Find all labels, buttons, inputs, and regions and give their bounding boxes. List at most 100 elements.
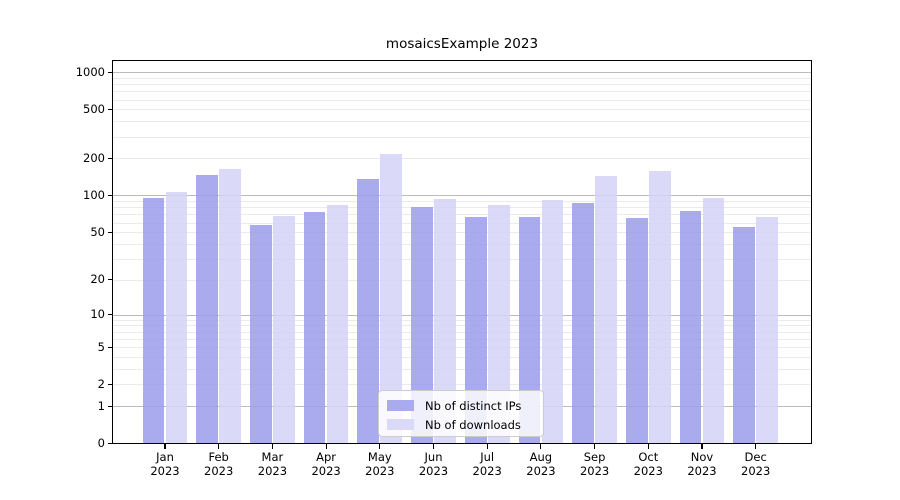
bar-distinct-ips-nov xyxy=(679,211,702,443)
gridline-minor xyxy=(113,347,811,349)
x-tick-label: Apr 2023 xyxy=(298,450,354,478)
x-tick xyxy=(271,444,273,449)
x-tick-year: 2023 xyxy=(579,463,610,478)
gridline-minor xyxy=(113,368,811,370)
x-tick-label: Sep 2023 xyxy=(567,450,623,478)
x-tick xyxy=(379,444,381,449)
gridline-minor xyxy=(113,319,811,321)
x-tick-year: 2023 xyxy=(365,463,395,478)
x-tick-month: Oct xyxy=(638,450,659,464)
x-tick-year: 2023 xyxy=(311,463,341,478)
y-tick-label: 1 xyxy=(97,398,105,413)
gridline-minor xyxy=(113,121,811,123)
x-tick-year: 2023 xyxy=(526,463,556,478)
gridline-minor xyxy=(113,214,811,216)
x-tick-month: Mar xyxy=(261,450,284,464)
legend-swatch-downloads xyxy=(387,419,414,430)
x-tick xyxy=(486,444,488,449)
gridline-minor xyxy=(113,109,811,111)
x-tick-month: Jan xyxy=(156,450,174,464)
gridline-minor xyxy=(113,384,811,386)
legend: Nb of distinct IPs Nb of downloads xyxy=(378,390,544,437)
gridline-minor xyxy=(113,222,811,224)
x-tick xyxy=(432,444,435,449)
x-tick-label: Aug 2023 xyxy=(513,450,569,478)
gridline-minor xyxy=(113,158,811,160)
y-tick xyxy=(108,157,113,160)
y-tick-label: 500 xyxy=(83,101,105,116)
legend-swatch-distinct-ips xyxy=(387,400,414,411)
y-tick xyxy=(108,346,113,348)
bar-downloads-apr xyxy=(326,204,349,443)
x-tick-label: Nov 2023 xyxy=(674,450,730,478)
x-tick-month: Sep xyxy=(583,450,606,464)
x-tick-label: Dec 2023 xyxy=(728,450,784,478)
bar-distinct-ips-jan xyxy=(142,197,165,443)
x-tick xyxy=(164,444,166,449)
gridline-minor xyxy=(113,99,811,101)
y-tick-label: 0 xyxy=(97,435,105,450)
y-tick-label: 20 xyxy=(90,272,105,287)
x-tick-year: 2023 xyxy=(687,463,717,478)
y-tick-label: 200 xyxy=(83,150,105,165)
legend-label-downloads: Nb of downloads xyxy=(425,417,521,432)
bar-distinct-ips-oct xyxy=(625,218,648,443)
bar-distinct-ips-jun xyxy=(411,207,433,443)
x-tick-label: Mar 2023 xyxy=(244,450,300,478)
x-tick xyxy=(594,444,596,449)
y-tick xyxy=(108,383,113,385)
x-tick-label: May 2023 xyxy=(352,450,408,478)
x-tick-month: Jun xyxy=(424,450,443,464)
x-tick-year: 2023 xyxy=(741,463,771,478)
bar-downloads-aug xyxy=(541,199,564,443)
bar-distinct-ips-jul xyxy=(464,216,487,443)
gridline-minor xyxy=(113,77,811,79)
bar-distinct-ips-may xyxy=(357,179,380,443)
y-tick xyxy=(108,231,113,233)
gridline-minor xyxy=(113,136,811,138)
gridline-minor xyxy=(113,91,811,93)
gridline-major xyxy=(113,314,811,316)
y-tick-label: 10 xyxy=(90,307,105,322)
x-tick-label: Jan 2023 xyxy=(137,450,193,478)
bar-downloads-dec xyxy=(756,216,779,443)
x-tick-month: Nov xyxy=(690,450,714,464)
y-tick-label: 5 xyxy=(97,339,105,354)
y-tick xyxy=(108,442,113,444)
bar-distinct-ips-apr xyxy=(303,212,326,443)
bar-distinct-ips-dec xyxy=(733,227,756,443)
y-tick xyxy=(108,108,113,111)
x-tick-month: Dec xyxy=(744,450,767,464)
bar-downloads-feb xyxy=(219,169,242,443)
x-tick-year: 2023 xyxy=(418,463,449,478)
bar-downloads-jan xyxy=(165,192,188,443)
x-tick-label: Jul 2023 xyxy=(459,450,515,478)
bar-downloads-jun xyxy=(434,199,456,443)
gridline-minor xyxy=(113,201,811,203)
plot-area xyxy=(112,60,812,444)
y-tick-label: 1000 xyxy=(75,64,105,79)
x-tick xyxy=(755,444,757,449)
x-tick-year: 2023 xyxy=(150,463,180,478)
gridline-minor xyxy=(113,243,811,245)
x-tick-month: Jul xyxy=(480,450,495,464)
x-tick-year: 2023 xyxy=(257,463,288,478)
chart-title: mosaicsExample 2023 xyxy=(385,36,539,52)
x-tick xyxy=(218,444,220,449)
y-tick-label: 2 xyxy=(97,376,105,391)
bar-downloads-sep xyxy=(595,176,617,443)
x-tick-label: Jun 2023 xyxy=(406,450,462,478)
bar-distinct-ips-sep xyxy=(572,203,594,443)
legend-label-distinct-ips: Nb of distinct IPs xyxy=(425,398,522,413)
bar-downloads-may xyxy=(380,153,403,443)
y-tick-label: 100 xyxy=(83,187,105,202)
x-tick-year: 2023 xyxy=(204,463,234,478)
x-tick xyxy=(325,444,327,449)
x-tick-month: Apr xyxy=(316,450,337,464)
bar-distinct-ips-feb xyxy=(196,175,219,443)
bar-distinct-ips-mar xyxy=(250,225,272,443)
gridline-major xyxy=(113,195,811,197)
gridline-minor xyxy=(113,279,811,281)
y-tick xyxy=(108,313,113,316)
x-tick-month: Aug xyxy=(529,450,553,464)
